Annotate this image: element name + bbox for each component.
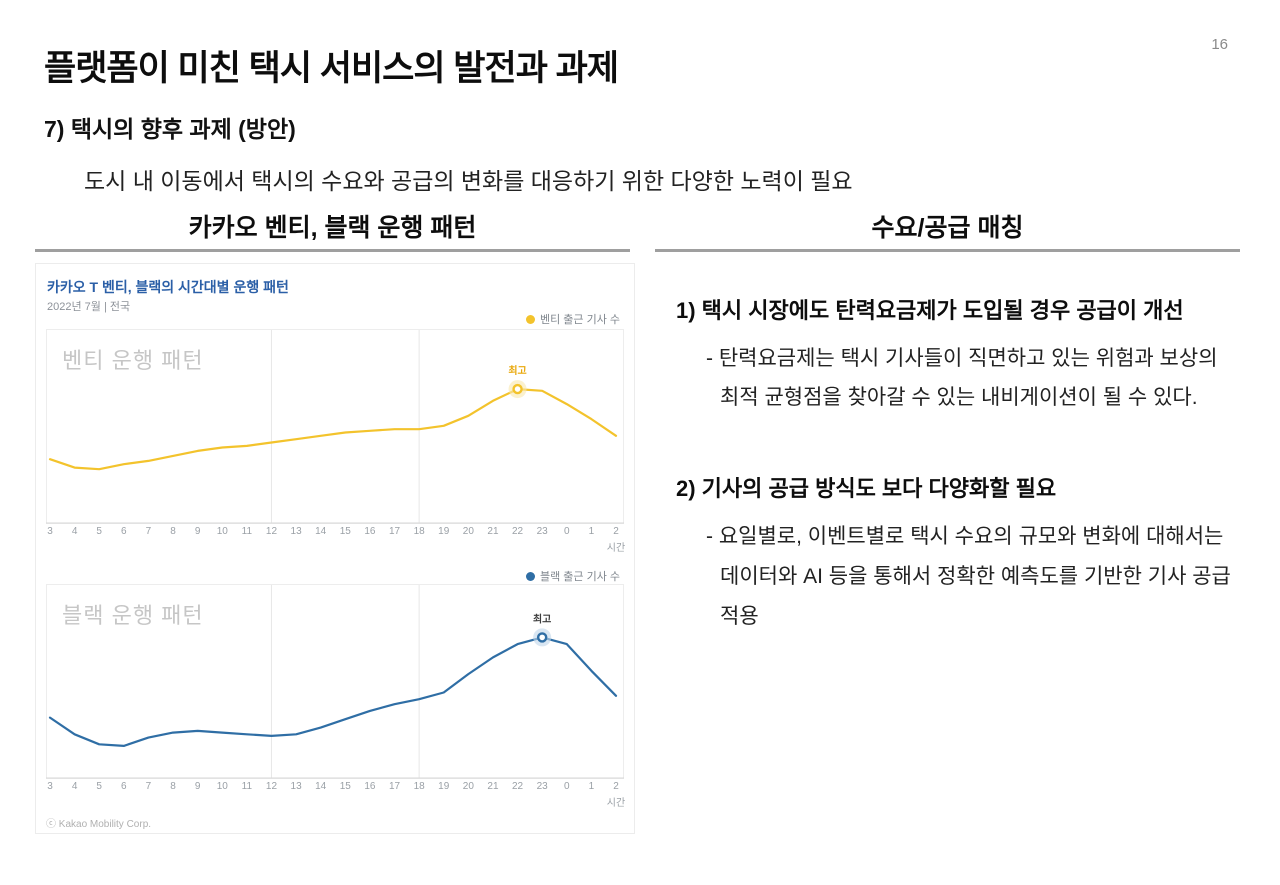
slide-title: 플랫폼이 미친 택시 서비스의 발전과 과제 (44, 49, 619, 88)
venti-chart-svg: 최고 (46, 329, 624, 524)
lead-text: 도시 내 이동에서 택시의 수요와 공급의 변화를 대응하기 위한 다양한 노력… (84, 168, 853, 194)
black-legend: 블랙 출근 기사 수 (525, 568, 620, 584)
left-column-header: 카카오 벤티, 블랙 운행 패턴 (188, 214, 477, 242)
chart-subtitle: 2022년 7월 | 전국 (47, 301, 131, 313)
svg-text:최고: 최고 (508, 364, 526, 377)
point2-title: 2) 기사의 공급 방식도 보다 다양화할 필요 (676, 476, 1057, 502)
right-column-header: 수요/공급 매칭 (871, 214, 1024, 242)
black-chart-svg: 최고 (46, 584, 624, 779)
right-panel: 1) 택시 시장에도 탄력요금제가 도입될 경우 공급이 개선 - 탄력요금제는… (676, 292, 1242, 636)
black-watermark-label: 블랙 운행 패턴 (62, 603, 204, 628)
left-column-divider (35, 249, 630, 252)
section-heading: 7) 택시의 향후 과제 (방안) (44, 116, 296, 142)
venti-line-chart: 벤티 운행 패턴 최고 (46, 329, 624, 524)
point1-title: 1) 택시 시장에도 탄력요금제가 도입될 경우 공급이 개선 (676, 298, 1184, 323)
point2-body: - 요일별로, 이벤트별로 택시 수요의 규모와 변화에 대해서는 데이터와 A… (706, 524, 1231, 628)
right-column-divider (655, 249, 1240, 252)
venti-legend-dot-icon (525, 314, 535, 324)
point1-body: - 탄력요금제는 택시 기사들이 직면하고 있는 위험과 보상의 최적 균형점을… (706, 346, 1218, 410)
page-number: 16 (1211, 36, 1228, 53)
black-legend-label: 블랙 출근 기사 수 (539, 571, 620, 583)
venti-legend-label: 벤티 출근 기사 수 (539, 314, 620, 326)
chart-title: 카카오 T 벤티, 블랙의 시간대별 운행 패턴 (47, 279, 289, 295)
black-line-chart: 블랙 운행 패턴 최고 (46, 584, 624, 779)
black-x-axis: 3 4 5 6 7 8 9 10 11 12 13 14 15 16 17 18 19 20 21 22 23 0 1 2 시간 (47, 781, 626, 809)
black-legend-dot-icon (525, 571, 535, 581)
venti-watermark-label: 벤티 운행 패턴 (62, 348, 204, 373)
venti-legend: 벤티 출근 기사 수 (525, 311, 620, 327)
kakao-chart-panel: 카카오 T 벤티, 블랙의 시간대별 운행 패턴 2022년 7월 | 전국 벤… (35, 263, 635, 834)
svg-text:최고: 최고 (533, 612, 551, 625)
venti-x-axis: 3 4 5 6 7 8 9 10 11 12 13 14 15 16 17 18 19 20 21 22 23 0 1 2 시간 (47, 526, 626, 554)
copyright-credit: ⓒ Kakao Mobility Corp. (46, 819, 152, 830)
